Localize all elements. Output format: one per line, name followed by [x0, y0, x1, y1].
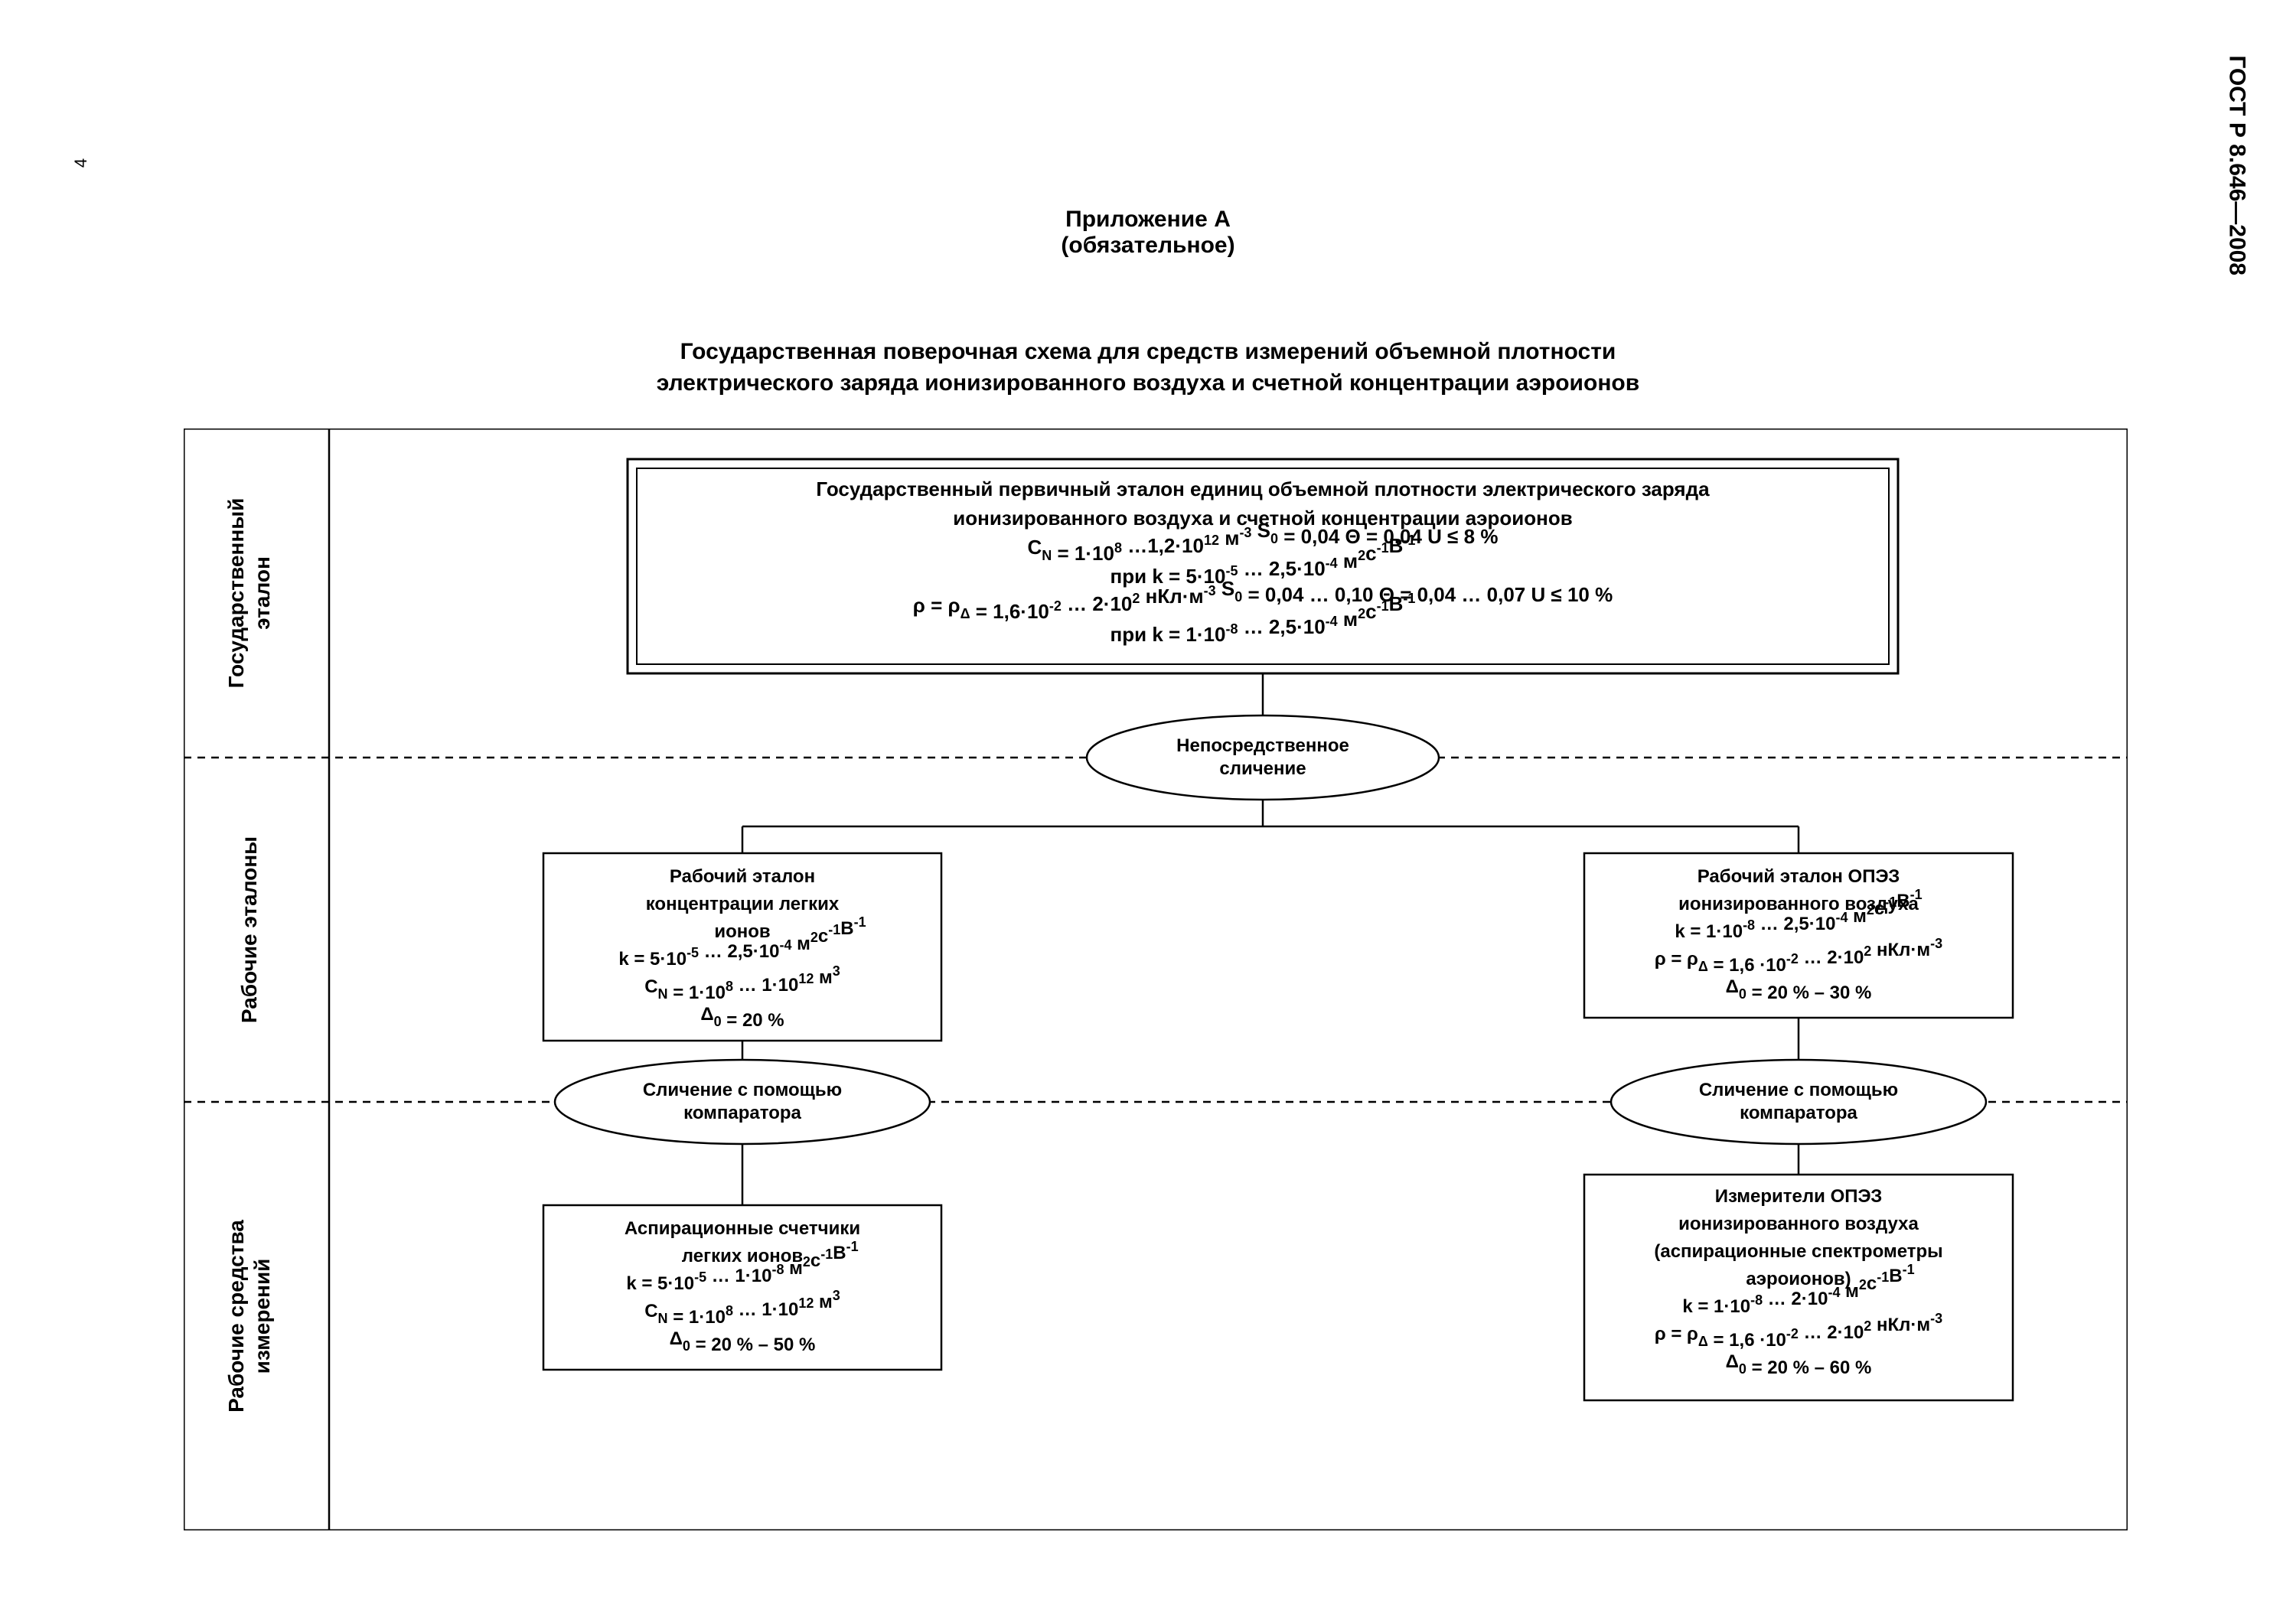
svg-text:Государственный: Государственный — [224, 498, 248, 689]
svg-text:ионизированного воздуха: ионизированного воздуха — [1678, 1214, 1919, 1234]
verification-scheme-diagram: Государственныйэталон Рабочие эталоны Рабо… — [184, 429, 2128, 1530]
svg-text:измерений: измерений — [250, 1259, 274, 1374]
heading-line2: (обязательное) — [0, 233, 2296, 259]
page-number: 4 — [71, 158, 91, 168]
svg-text:(аспирационные спектрометры: (аспирационные спектрометры — [1654, 1241, 1942, 1262]
appendix-heading: Приложение А (обязательное) — [0, 207, 2296, 259]
svg-text:Рабочий эталон ОПЭЗ: Рабочий эталон ОПЭЗ — [1698, 866, 1900, 887]
heading-line1: Приложение А — [0, 207, 2296, 233]
svg-text:компаратора: компаратора — [683, 1103, 801, 1123]
svg-text:Сличение с помощью: Сличение с помощью — [1699, 1080, 1898, 1100]
svg-text:концентрации легких: концентрации легких — [646, 894, 840, 914]
svg-text:Рабочий эталон: Рабочий эталон — [670, 866, 815, 887]
svg-text:Аспирационные счетчики: Аспирационные счетчики — [625, 1218, 860, 1239]
svg-text:сличение: сличение — [1219, 758, 1306, 779]
diagram-title: Государственная поверочная схема для сре… — [0, 337, 2296, 399]
title-line2: электрического заряда ионизированного во… — [0, 368, 2296, 399]
svg-text:Рабочие средства: Рабочие средства — [224, 1220, 248, 1413]
svg-text:Непосредственное: Непосредственное — [1176, 735, 1349, 756]
svg-text:ионов: ионов — [714, 921, 770, 942]
svg-text:Сличение с помощью: Сличение с помощью — [643, 1080, 842, 1100]
title-line1: Государственная поверочная схема для сре… — [0, 337, 2296, 368]
svg-text:Измерители ОПЭЗ: Измерители ОПЭЗ — [1715, 1186, 1883, 1207]
svg-text:эталон: эталон — [250, 556, 274, 630]
svg-text:Государственный первичный этал: Государственный первичный эталон единиц … — [816, 477, 1710, 500]
svg-text:компаратора: компаратора — [1740, 1103, 1857, 1123]
svg-text:Рабочие эталоны: Рабочие эталоны — [237, 836, 261, 1023]
